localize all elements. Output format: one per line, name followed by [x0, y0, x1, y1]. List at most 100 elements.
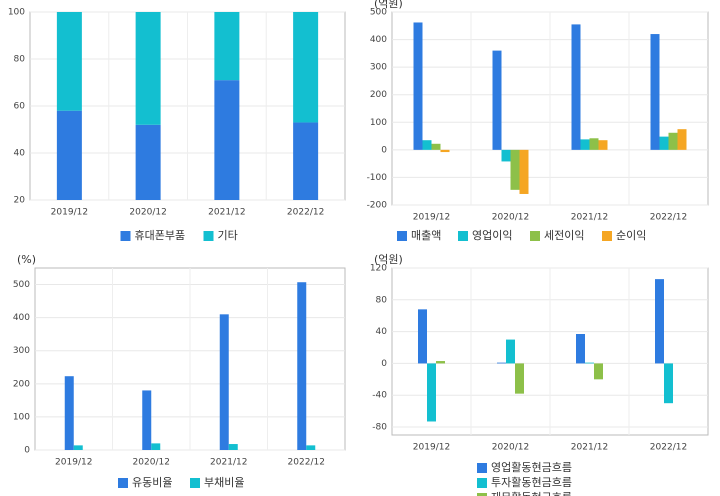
bar	[585, 362, 594, 364]
bar	[492, 50, 502, 150]
legend-label: 영업활동현금흐름	[491, 460, 572, 474]
axis-unit: (억원)	[374, 253, 403, 266]
bar	[589, 138, 599, 150]
bar	[306, 445, 316, 450]
y-tick-label: 80	[376, 295, 388, 305]
bar	[219, 314, 229, 450]
y-tick-label: 100	[370, 118, 387, 128]
legend-label: 투자활동현금흐름	[491, 475, 572, 489]
legend-swatch	[530, 231, 540, 241]
bar	[668, 132, 678, 150]
y-tick-label: 80	[14, 55, 26, 65]
x-tick-label: 2020/12	[129, 208, 166, 218]
legend-label: 유동비율	[132, 476, 172, 489]
bar	[580, 139, 590, 150]
legend-swatch	[477, 463, 487, 473]
bar	[418, 309, 427, 364]
bar	[293, 12, 319, 123]
y-tick-label: 100	[13, 412, 30, 422]
bar	[297, 282, 307, 450]
legend-swatch	[120, 231, 131, 241]
legend-label: 매출액	[411, 229, 441, 242]
y-tick-label: 40	[376, 327, 388, 337]
bar	[413, 22, 423, 150]
y-tick-label: 40	[14, 149, 26, 159]
x-tick-label: 2021/12	[571, 443, 608, 453]
bar	[510, 149, 520, 190]
y-tick-label: 400	[13, 313, 30, 323]
legend-swatch	[190, 478, 200, 488]
y-tick-label: 200	[13, 379, 30, 389]
bar	[594, 363, 603, 380]
bar	[436, 361, 445, 364]
y-tick-label: 60	[14, 102, 26, 112]
x-tick-label: 2020/12	[492, 213, 529, 223]
bar	[519, 149, 529, 194]
legend-swatch	[602, 231, 612, 241]
y-tick-label: 0	[381, 359, 387, 369]
bar	[650, 34, 660, 150]
legend-label: 기타	[218, 229, 238, 242]
x-tick-label: 2019/12	[55, 458, 92, 468]
y-tick-label: 0	[381, 145, 387, 155]
bar	[56, 12, 82, 111]
bar	[515, 363, 524, 394]
bar	[664, 363, 673, 404]
bar	[576, 334, 585, 364]
bar	[501, 149, 511, 162]
legend-label: 휴대폰부품	[135, 229, 186, 242]
y-tick-label: -100	[367, 173, 388, 183]
legend-label: 부채비율	[204, 476, 244, 489]
bar	[56, 110, 82, 200]
x-tick-label: 2021/12	[571, 213, 608, 223]
x-tick-label: 2020/12	[133, 458, 170, 468]
legend-swatch	[203, 231, 214, 241]
axis-unit: (억원)	[374, 0, 403, 10]
x-tick-label: 2022/12	[650, 213, 687, 223]
bar	[427, 363, 436, 422]
bar	[677, 129, 687, 150]
bar	[214, 12, 240, 81]
bar	[431, 143, 441, 150]
legend-label: 재무활동현금흐름	[491, 490, 572, 496]
bar	[73, 445, 83, 450]
x-tick-label: 2019/12	[413, 213, 450, 223]
legend-label: 순이익	[616, 229, 646, 242]
legend-swatch	[477, 478, 487, 488]
x-tick-label: 2022/12	[650, 443, 687, 453]
y-tick-label: 20	[14, 196, 26, 206]
x-tick-label: 2021/12	[210, 458, 247, 468]
bar	[214, 80, 240, 200]
bar	[655, 279, 664, 364]
bar	[151, 443, 161, 450]
bar	[571, 24, 581, 150]
y-tick-label: 500	[370, 8, 387, 18]
bar	[64, 376, 74, 450]
bar	[228, 444, 238, 450]
bar	[422, 140, 432, 150]
bar	[135, 124, 161, 200]
bar	[293, 122, 319, 200]
y-tick-label: 0	[24, 446, 30, 456]
bar	[506, 339, 515, 364]
legend-swatch	[397, 231, 407, 241]
x-tick-label: 2020/12	[492, 443, 529, 453]
y-tick-label: 400	[370, 35, 387, 45]
legend-swatch	[458, 231, 468, 241]
x-tick-label: 2021/12	[208, 208, 245, 218]
y-tick-label: 500	[13, 280, 30, 290]
x-tick-label: 2019/12	[51, 208, 88, 218]
bar	[659, 136, 669, 150]
x-tick-label: 2019/12	[413, 443, 450, 453]
bar	[440, 149, 450, 153]
y-tick-label: -40	[372, 391, 387, 401]
y-tick-label: 120	[370, 264, 387, 274]
legend-label: 영업이익	[472, 229, 512, 242]
y-tick-label: 300	[370, 63, 387, 73]
bar	[135, 12, 161, 125]
x-tick-label: 2022/12	[287, 208, 324, 218]
y-tick-label: 100	[8, 8, 25, 18]
legend-swatch	[118, 478, 128, 488]
bar	[142, 390, 152, 450]
